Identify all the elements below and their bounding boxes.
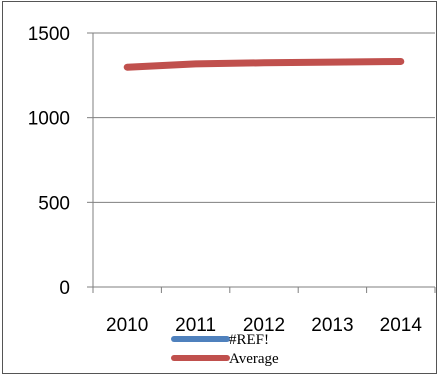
y-tick-label: 500 bbox=[38, 193, 70, 214]
tick-labels: 0 500 1000 1500 2010 2011 2012 2013 2014 bbox=[28, 24, 423, 336]
x-tick-label: 2011 bbox=[175, 315, 216, 336]
legend-label: Average bbox=[229, 351, 279, 367]
y-tick-label: 0 bbox=[59, 278, 70, 299]
x-tick-label: 2013 bbox=[311, 315, 353, 336]
y-tick-label: 1500 bbox=[28, 24, 70, 45]
axes bbox=[87, 32, 436, 293]
x-tick-label: 2012 bbox=[243, 315, 285, 336]
x-tick-label: 2010 bbox=[106, 315, 148, 336]
x-tick-label: 2014 bbox=[380, 315, 423, 336]
legend: #REF! Average bbox=[171, 332, 279, 367]
series-line bbox=[123, 57, 405, 71]
legend-label: #REF! bbox=[229, 332, 269, 348]
y-tick-label: 1000 bbox=[28, 109, 70, 130]
series-lines bbox=[123, 57, 405, 71]
gridlines bbox=[93, 32, 435, 203]
